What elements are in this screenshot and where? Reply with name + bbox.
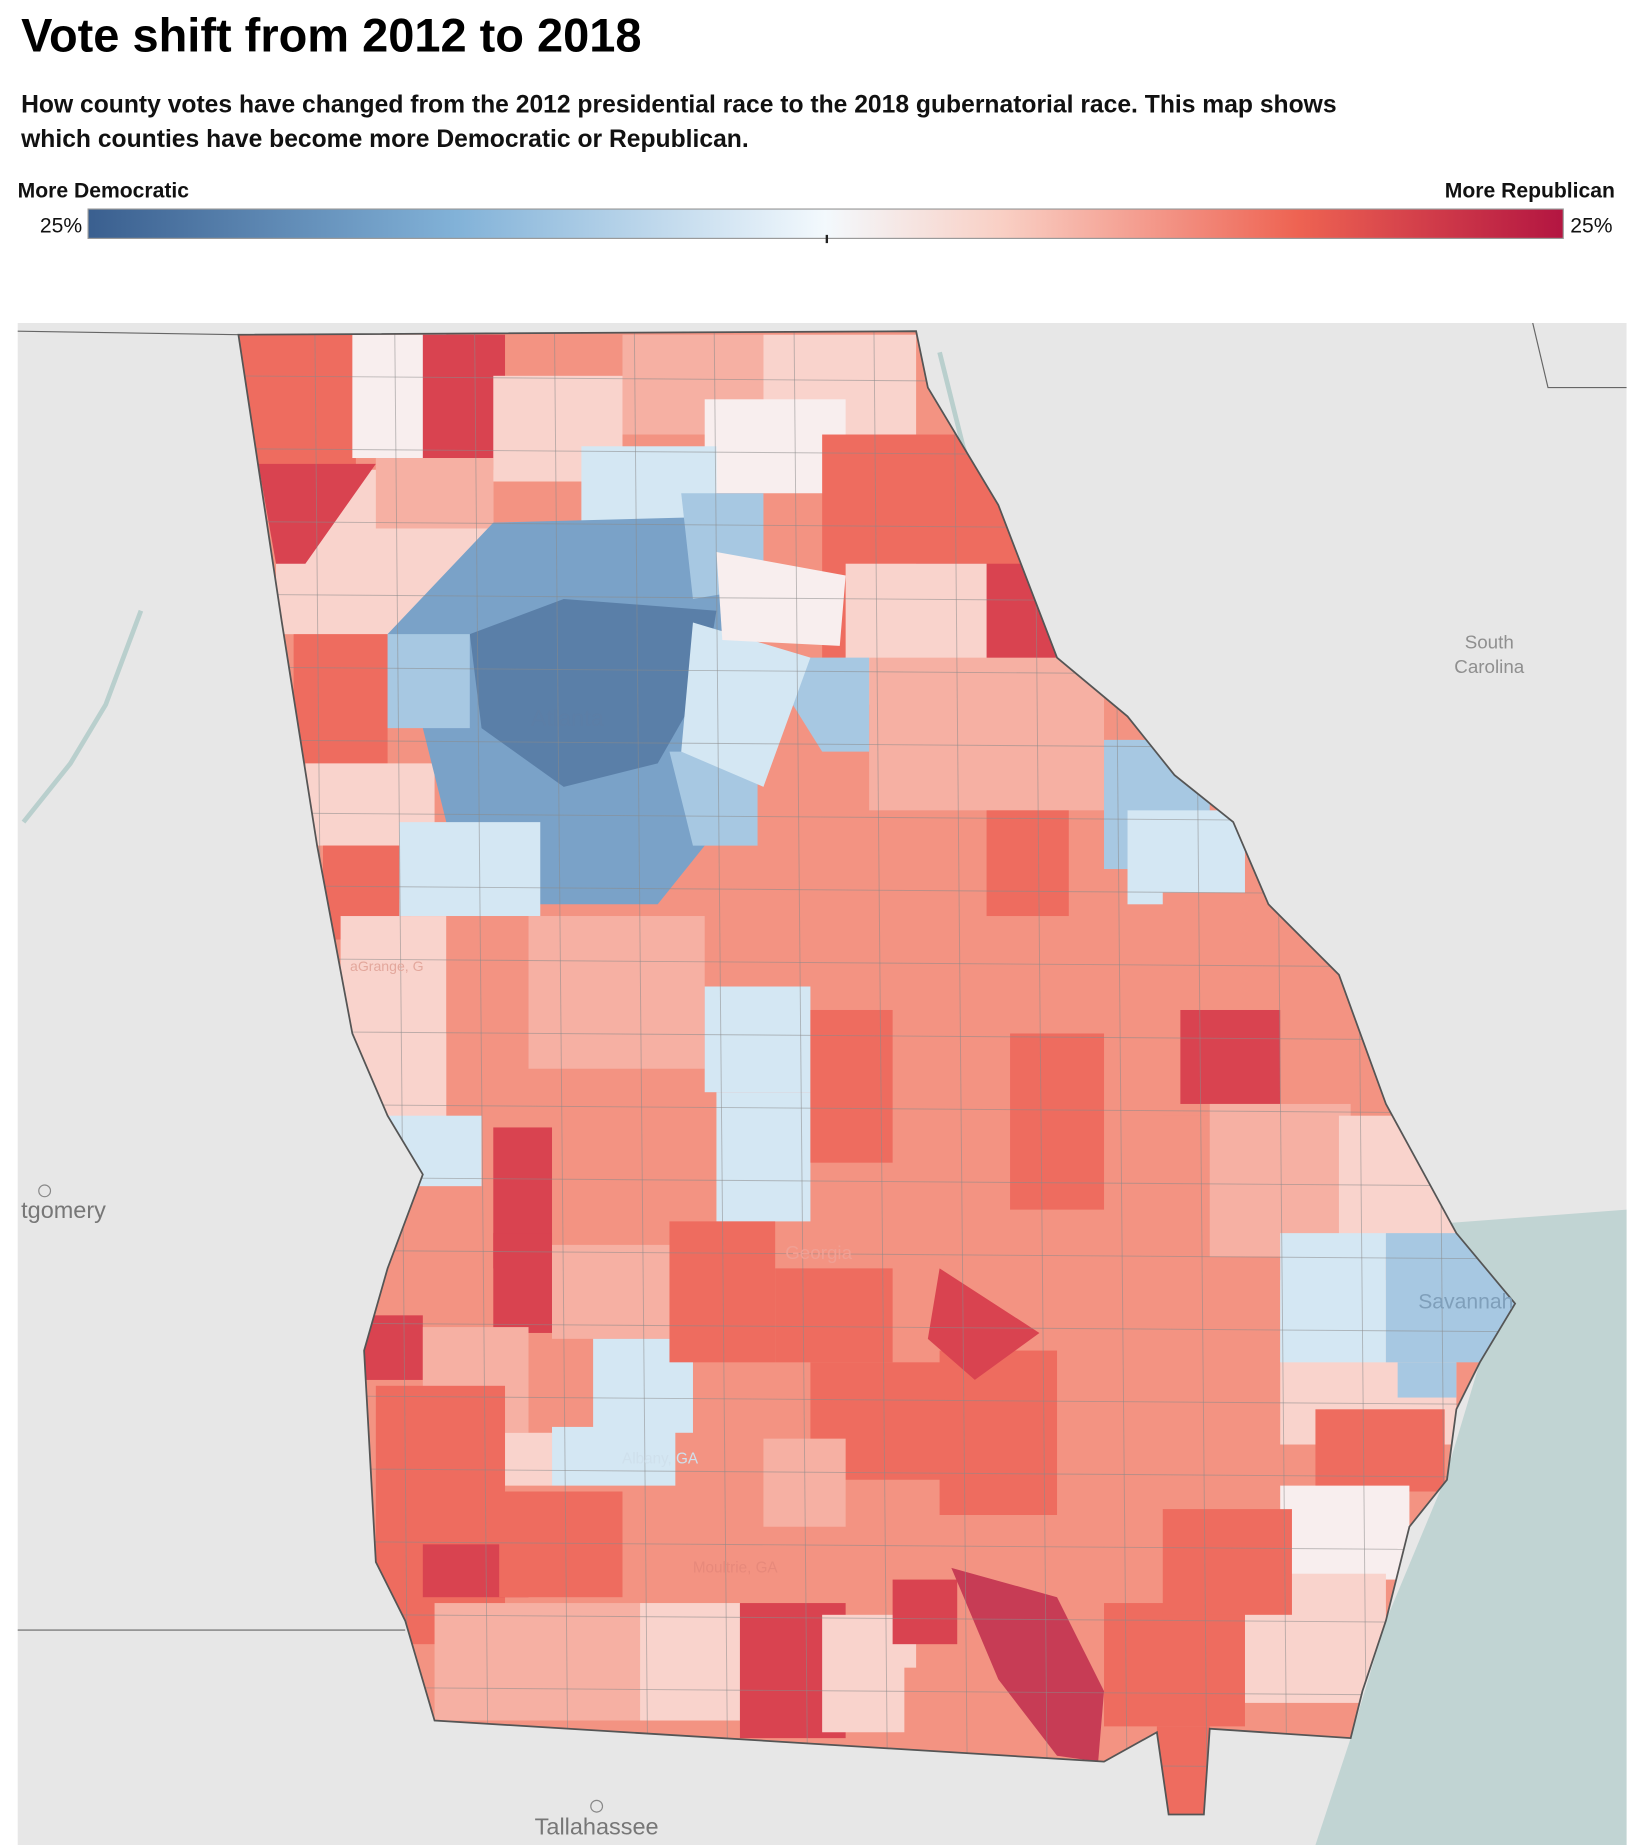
county-patch [869,657,1105,811]
county-patch [375,1385,506,1645]
county-patch [892,1579,958,1645]
county-patch [1010,1033,1105,1210]
city-dot [38,1184,52,1198]
county-patch [553,331,569,1815]
county-patch [375,458,494,529]
state-border [17,330,239,336]
county-patch [293,634,388,776]
legend-colorbar [87,208,1564,239]
county-patch [1397,1362,1457,1398]
ocean [1315,1209,1627,1845]
county-patch [1315,1409,1445,1492]
city-label: Atlanta [531,705,605,731]
county-patch [493,1233,553,1333]
county-patch [238,1176,1516,1187]
region-label: Georgia [785,1242,852,1263]
city-label: Tallahassee [535,1813,659,1839]
city-label: Moultrie, GA [693,1560,779,1577]
county-patch [387,634,470,729]
map: Atlanta South Carolina Savannah tgomery … [17,322,1627,1845]
county-patch [1127,810,1245,905]
county-patch [238,1103,1516,1114]
city-dot [590,1799,604,1813]
river [21,609,144,824]
legend-max-label: 25% [1570,215,1612,238]
subtitle-line: which counties have become more Democrat… [20,126,749,153]
county-patch [469,598,717,787]
legend-right-label: More Republican [1445,179,1615,202]
county-patch [446,916,529,1034]
county-patch [986,810,1069,917]
city-label: tgomery [21,1197,106,1223]
county-patch [499,1491,623,1598]
county-patch [873,331,889,1815]
county-patch [238,1613,1516,1624]
county-patch [238,1540,1516,1551]
county-patch [1209,1103,1351,1257]
county-patch [552,1426,676,1486]
legend-min-label: 25% [40,215,82,238]
county-patch [474,331,490,1815]
county-patch [1180,1009,1281,1104]
legend-left-label: More Democratic [18,179,190,202]
county-patch [1162,1509,1292,1615]
county-patch [238,334,356,476]
county-patch [716,1092,811,1222]
county-patch [1104,1603,1245,1727]
county-patch [399,822,541,917]
county-patch [953,331,969,1815]
county-patch [681,622,811,787]
county-patch [793,331,809,1815]
county-patch [1280,1233,1386,1363]
city-label: Albany, GA [622,1450,699,1467]
county-patch [238,1249,1516,1260]
subtitle-line: How county votes have changed from the 2… [21,92,1336,119]
county-patch [238,1030,1516,1041]
city-label: aGrange, G [350,958,424,974]
county-patch [775,1268,893,1363]
county-patch [713,331,729,1815]
county-patch [633,331,649,1815]
county-patch [238,1321,1516,1333]
county-patch [394,331,410,1815]
county-patch [1280,1485,1410,1580]
city-label: Savannah [1418,1290,1513,1313]
county-patch [238,1467,1516,1478]
state-border [1532,322,1627,389]
title: Vote shift from 2012 to 2018 [21,9,641,62]
county-patch [927,1268,1040,1380]
county-patch [716,551,846,646]
region-label: Carolina [1454,656,1525,677]
county-patch [704,986,811,1093]
county-patch [238,957,1516,969]
county-patch [528,916,705,1069]
county-patch [238,1394,1516,1406]
region-label: South [1465,631,1514,652]
county-patch [951,1567,1105,1762]
county-patch [640,1603,740,1721]
county-patch [238,1685,1516,1697]
county-patch [422,334,506,459]
county-patch [258,463,376,564]
county-patch [364,1315,423,1380]
county-patch [939,1350,1058,1515]
county-patch [669,751,758,846]
